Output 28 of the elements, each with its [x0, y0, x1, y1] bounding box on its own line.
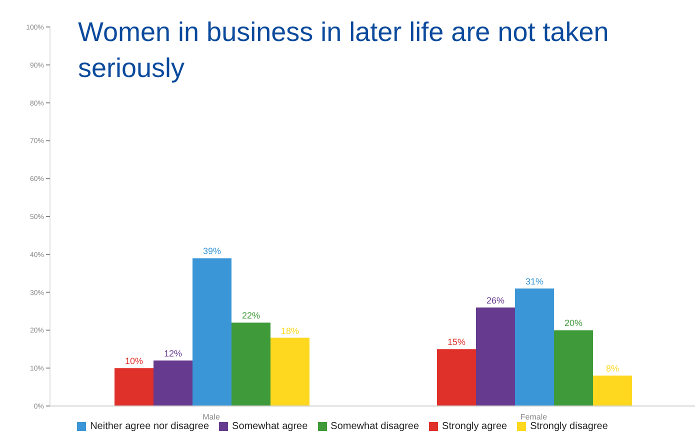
data-label: 20% — [564, 318, 583, 328]
bar — [192, 258, 232, 406]
data-label: 10% — [124, 356, 144, 366]
bar — [154, 360, 192, 406]
legend-label: Somewhat agree — [232, 421, 308, 432]
legend-label: Neither agree nor disagree — [90, 421, 210, 432]
bar — [114, 368, 154, 406]
x-tick-label: Female — [520, 412, 548, 422]
x-tick-label: Male — [202, 412, 220, 422]
legend-label: Strongly disagree — [530, 421, 608, 432]
data-label: 26% — [486, 295, 505, 306]
bar — [437, 349, 476, 406]
data-label: 39% — [202, 246, 222, 256]
data-label: 22% — [242, 310, 260, 321]
data-label: 15% — [447, 337, 466, 348]
bar — [232, 322, 270, 406]
bar — [270, 338, 310, 406]
data-label: 12% — [164, 348, 182, 359]
data-label: 31% — [525, 276, 544, 287]
bar — [476, 307, 515, 406]
chart-title: Women in business in later life are not taken seriously — [78, 16, 610, 85]
data-label: 18% — [280, 326, 300, 336]
bar — [554, 330, 593, 406]
legend-label: Somewhat disagree — [330, 421, 420, 432]
legend-label: Strongly agree — [442, 421, 508, 432]
bar — [515, 288, 554, 406]
data-label: 8% — [606, 364, 620, 374]
bar — [593, 376, 632, 406]
